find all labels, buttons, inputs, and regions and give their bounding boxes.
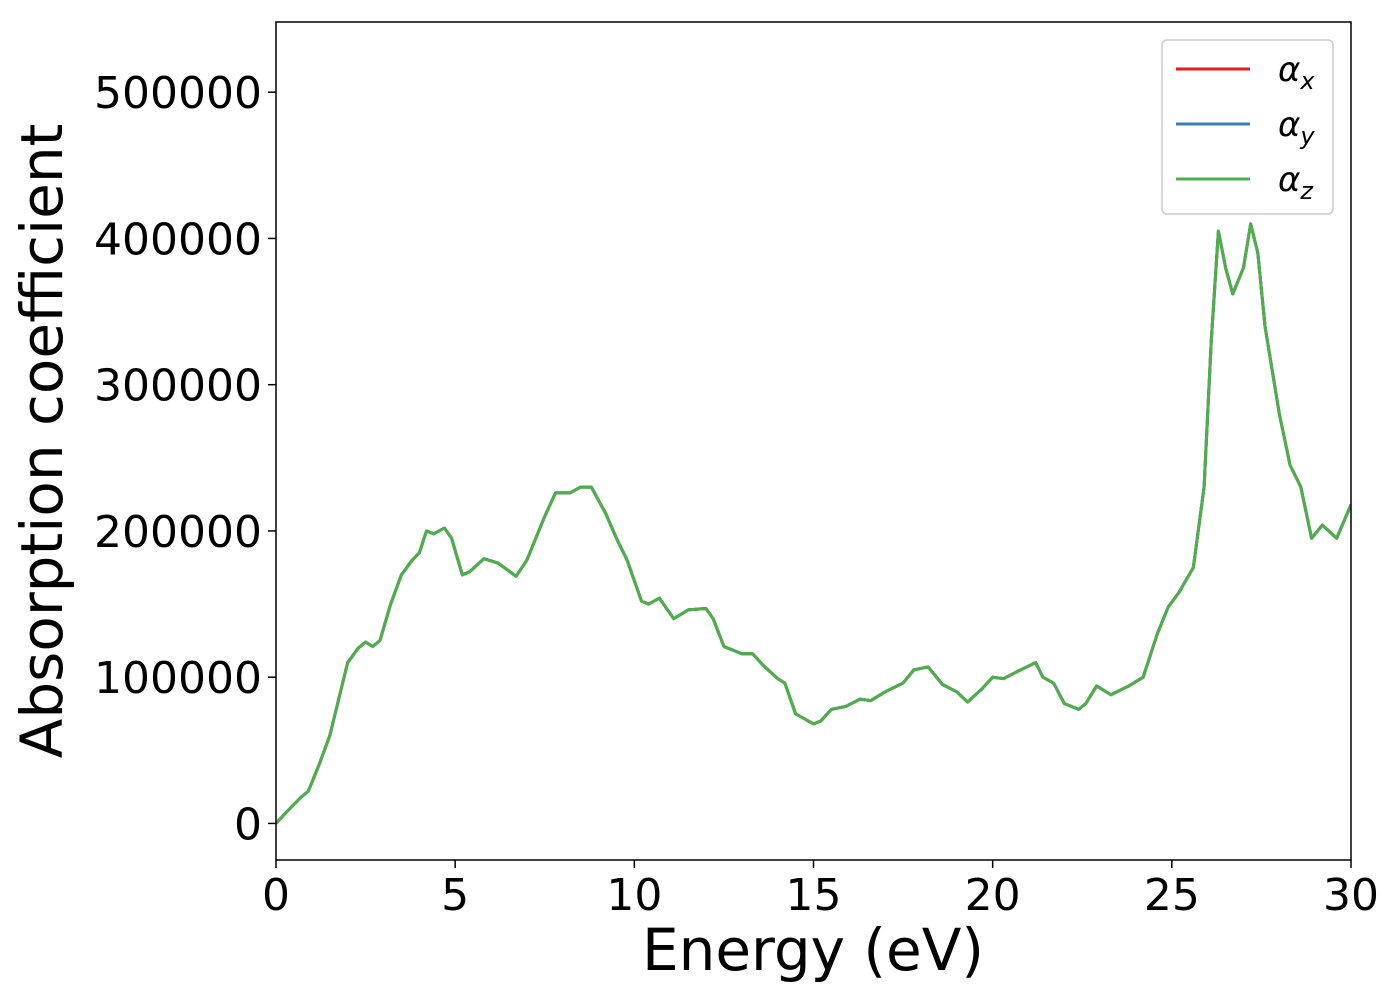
x-tick-label: 5 bbox=[441, 870, 469, 921]
plot-frame bbox=[275, 21, 1352, 861]
y-tick-label: 300000 bbox=[94, 361, 262, 412]
y-axis-label: Absorption coefficient bbox=[8, 124, 76, 759]
series-line bbox=[276, 222, 1351, 825]
legend-label: αx bbox=[1278, 50, 1315, 95]
legend-label: αy bbox=[1278, 105, 1315, 150]
x-tick-label: 15 bbox=[786, 870, 842, 921]
y-tick-label: 500000 bbox=[94, 68, 262, 119]
y-tick-label: 200000 bbox=[94, 507, 262, 558]
y-tick-label: 0 bbox=[234, 799, 262, 850]
x-axis-label: Energy (eV) bbox=[642, 916, 984, 984]
legend-box bbox=[1161, 39, 1334, 215]
x-tick-label: 0 bbox=[262, 870, 290, 921]
x-tick-label: 20 bbox=[965, 870, 1021, 921]
y-tick-label: 400000 bbox=[94, 214, 262, 265]
y-tick-label: 100000 bbox=[94, 653, 262, 704]
plot-lines bbox=[276, 222, 1351, 825]
x-tick-label: 25 bbox=[1144, 870, 1200, 921]
legend-label: αz bbox=[1278, 160, 1314, 205]
x-tick-label: 10 bbox=[606, 870, 662, 921]
x-tick-label: 30 bbox=[1323, 870, 1379, 921]
